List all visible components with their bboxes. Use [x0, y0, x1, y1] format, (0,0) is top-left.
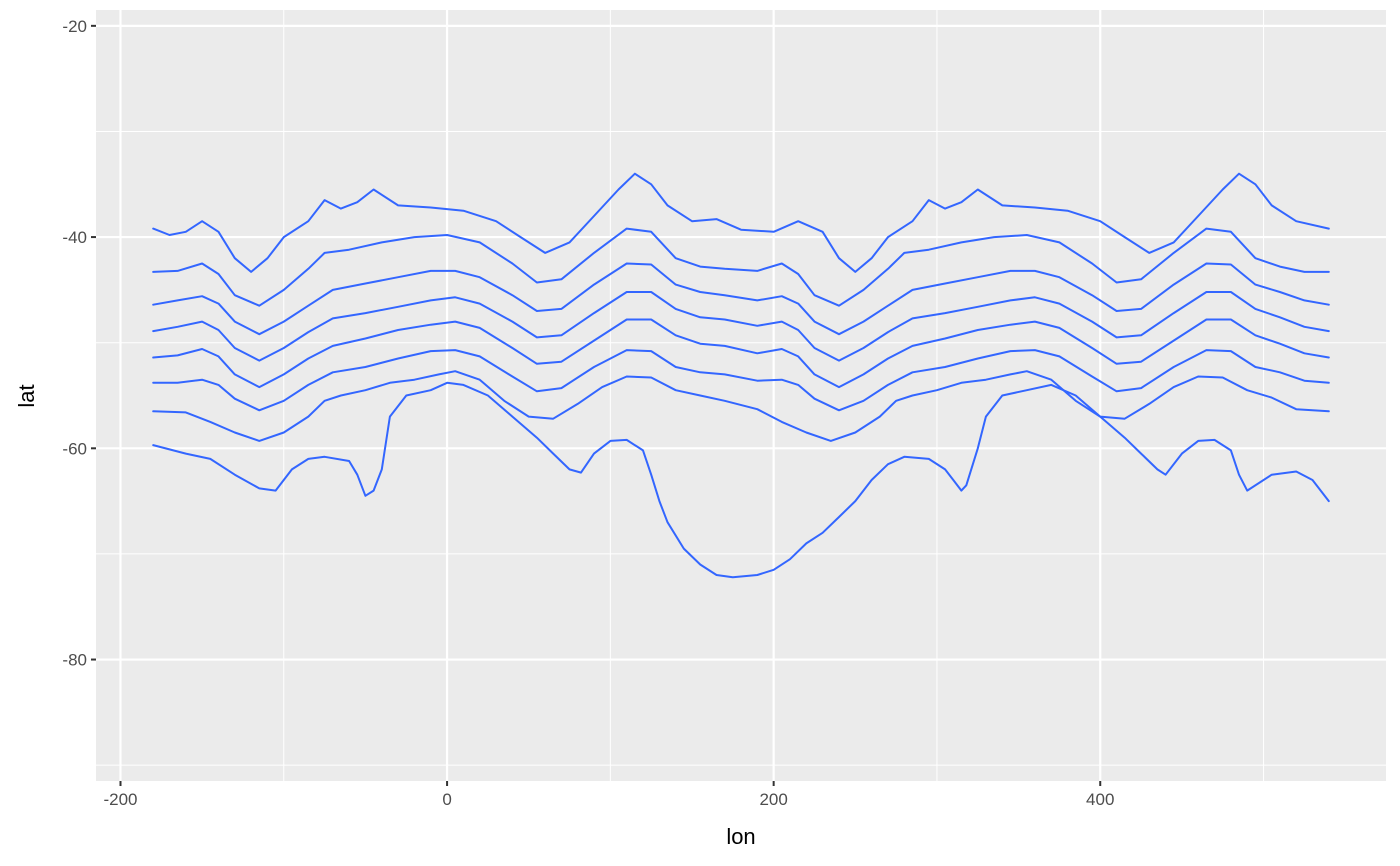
contour-line-1 [152, 172, 1330, 273]
y-tick-label: -80 [62, 651, 87, 670]
x-tick-label: 0 [442, 790, 451, 809]
y-tick-label: -40 [62, 228, 87, 247]
x-tick-label: 400 [1086, 790, 1114, 809]
plot-panel [96, 10, 1386, 781]
contour-line-6 [152, 349, 1330, 412]
x-tick-label: -200 [103, 790, 137, 809]
contour-lines [152, 172, 1330, 579]
contour-line-3 [152, 262, 1330, 336]
x-tick-label: 200 [759, 790, 787, 809]
contour-line-2 [152, 227, 1330, 307]
y-axis: -80 -60 -40 -20 [62, 17, 96, 670]
contour-line-4 [152, 291, 1330, 362]
contour-line-5 [152, 318, 1330, 389]
x-axis: -200 0 200 400 [103, 781, 1114, 809]
y-tick-label: -20 [62, 17, 87, 36]
y-tick-label: -60 [62, 439, 87, 458]
major-gridlines [96, 10, 1386, 781]
contour-line-8 [152, 381, 1330, 579]
contour-line-7 [152, 370, 1330, 442]
y-axis-title: lat [14, 384, 39, 407]
minor-gridlines [96, 10, 1386, 781]
x-axis-title: lon [726, 824, 755, 849]
